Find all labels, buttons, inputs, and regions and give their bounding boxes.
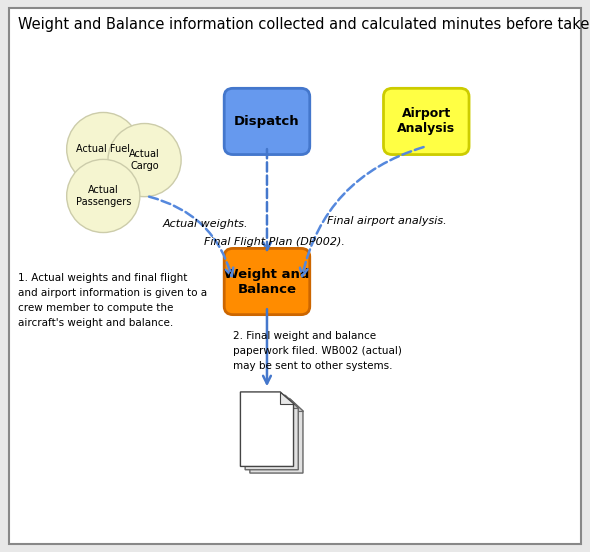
Text: Weight and
Balance: Weight and Balance [224,268,310,295]
Ellipse shape [67,113,140,185]
Polygon shape [250,399,303,473]
FancyBboxPatch shape [224,248,310,315]
Text: Actual
Cargo: Actual Cargo [129,149,160,171]
Text: Actual Fuel: Actual Fuel [76,144,130,154]
Text: Final airport analysis.: Final airport analysis. [327,216,447,226]
Ellipse shape [67,160,140,232]
Polygon shape [280,392,294,404]
FancyBboxPatch shape [9,8,581,544]
Polygon shape [285,395,299,407]
Text: Final Flight Plan (DP002).: Final Flight Plan (DP002). [204,237,345,247]
Polygon shape [290,399,303,411]
Ellipse shape [108,124,181,197]
Text: Airport
Analysis: Airport Analysis [397,108,455,135]
Text: Weight and Balance information collected and calculated minutes before takeoff.: Weight and Balance information collected… [18,17,590,33]
Text: Actual weights.: Actual weights. [162,219,248,229]
Polygon shape [245,395,299,470]
FancyBboxPatch shape [224,88,310,155]
Text: Dispatch: Dispatch [234,115,300,128]
FancyBboxPatch shape [384,88,469,155]
Text: 1. Actual weights and final flight
and airport information is given to a
crew me: 1. Actual weights and final flight and a… [18,273,207,328]
Text: Actual
Passengers: Actual Passengers [76,185,131,207]
Text: 2. Final weight and balance
paperwork filed. WB002 (actual)
may be sent to other: 2. Final weight and balance paperwork fi… [233,331,402,371]
Polygon shape [241,392,294,466]
